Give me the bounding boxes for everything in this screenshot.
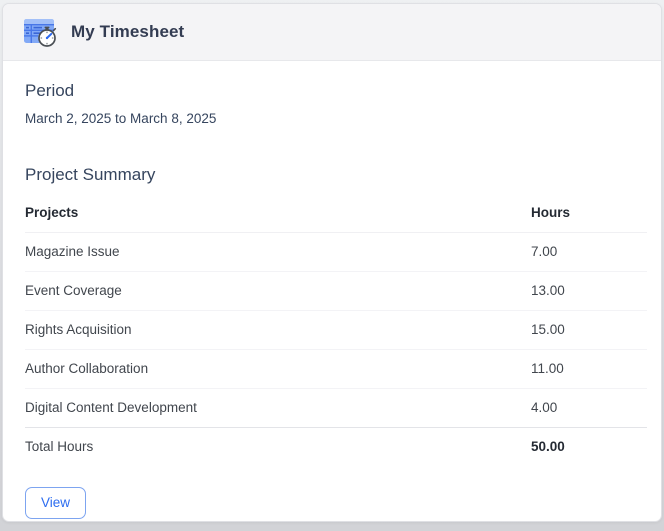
total-hours-cell: 50.00 [531, 439, 565, 454]
period-heading: Period [25, 81, 75, 100]
column-header-projects: Projects [25, 194, 531, 233]
card-header: My Timesheet [3, 4, 661, 61]
project-summary-table: Projects Hours Magazine Issue 7.00 Event… [25, 194, 647, 466]
table-row: Magazine Issue 7.00 [25, 233, 647, 272]
project-summary-heading: Project Summary [25, 165, 156, 184]
project-name-cell: Magazine Issue [25, 233, 531, 272]
table-header-row: Projects Hours [25, 194, 647, 233]
project-name-cell: Event Coverage [25, 272, 531, 311]
table-row: Rights Acquisition 15.00 [25, 311, 647, 350]
table-row: Event Coverage 13.00 [25, 272, 647, 311]
table-row: Author Collaboration 11.00 [25, 350, 647, 389]
project-hours-cell: 13.00 [531, 272, 647, 311]
project-name-cell: Digital Content Development [25, 389, 531, 428]
column-header-hours: Hours [531, 194, 647, 233]
timesheet-stopwatch-icon [24, 19, 57, 47]
period-value: March 2, 2025 to March 8, 2025 [25, 111, 217, 126]
project-hours-cell: 4.00 [531, 389, 647, 428]
project-name-cell: Rights Acquisition [25, 311, 531, 350]
project-name-cell: Author Collaboration [25, 350, 531, 389]
card-body: Period March 2, 2025 to March 8, 2025 Pr… [3, 61, 661, 519]
total-label-cell: Total Hours [25, 439, 94, 454]
table-row: Digital Content Development 4.00 [25, 389, 647, 428]
view-button[interactable]: View [25, 487, 87, 519]
page-title: My Timesheet [71, 22, 185, 41]
project-hours-cell: 7.00 [531, 233, 647, 272]
total-row: Total Hours 50.00 [25, 428, 647, 466]
timesheet-card: My Timesheet Period March 2, 2025 to Mar… [2, 3, 662, 522]
project-hours-cell: 15.00 [531, 311, 647, 350]
project-hours-cell: 11.00 [531, 350, 647, 389]
